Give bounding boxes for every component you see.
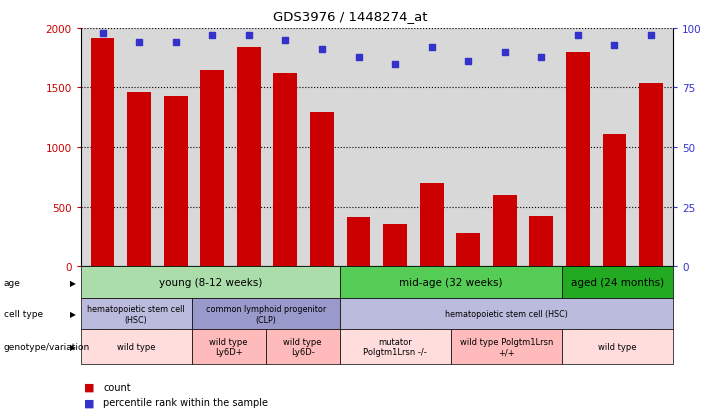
Text: hematopoietic stem cell (HSC): hematopoietic stem cell (HSC) [445,310,568,318]
Text: cell type: cell type [4,310,43,318]
Point [243,33,254,39]
Text: ▶: ▶ [70,342,76,351]
Bar [639,83,663,266]
Text: mutator
Polgtm1Lrsn -/-: mutator Polgtm1Lrsn -/- [363,337,427,356]
Point [280,38,291,44]
Text: young (8-12 weeks): young (8-12 weeks) [158,278,262,287]
Bar [383,225,407,266]
Text: ▶: ▶ [70,310,76,318]
Bar [529,216,553,266]
Bar [90,38,114,266]
Text: hematopoietic stem cell
(HSC): hematopoietic stem cell (HSC) [88,304,185,324]
Bar [346,218,370,266]
Text: aged (24 months): aged (24 months) [571,278,664,287]
Point [316,47,327,54]
Bar [273,74,297,266]
Point [426,45,437,51]
Bar [128,93,151,266]
Bar [200,71,224,266]
Point [646,33,657,39]
Bar [164,97,188,266]
Point [97,31,108,37]
Bar [493,195,517,266]
Bar [566,53,590,266]
Text: mid-age (32 weeks): mid-age (32 weeks) [399,278,503,287]
Point [207,33,218,39]
Bar [237,48,261,266]
Point [133,40,144,46]
Point [536,54,547,61]
Text: ■: ■ [84,397,95,407]
Text: age: age [4,278,20,287]
Bar [603,135,626,266]
Text: genotype/variation: genotype/variation [4,342,90,351]
Point [463,59,474,66]
Text: GDS3976 / 1448274_at: GDS3976 / 1448274_at [273,10,428,23]
Bar [420,183,444,266]
Point [390,61,401,68]
Text: wild type
Ly6D-: wild type Ly6D- [283,337,322,356]
Point [572,33,583,39]
Text: ■: ■ [84,382,95,392]
Text: wild type
Ly6D+: wild type Ly6D+ [210,337,248,356]
Text: percentile rank within the sample: percentile rank within the sample [103,397,268,407]
Text: count: count [103,382,130,392]
Bar [310,113,334,266]
Bar [456,233,480,266]
Text: common lymphoid progenitor
(CLP): common lymphoid progenitor (CLP) [205,304,326,324]
Text: wild type: wild type [117,342,156,351]
Text: ▶: ▶ [70,278,76,287]
Point [499,50,510,56]
Text: wild type Polgtm1Lrsn
+/+: wild type Polgtm1Lrsn +/+ [460,337,553,356]
Text: wild type: wild type [598,342,637,351]
Point [353,54,364,61]
Point [609,42,620,49]
Point [170,40,182,46]
